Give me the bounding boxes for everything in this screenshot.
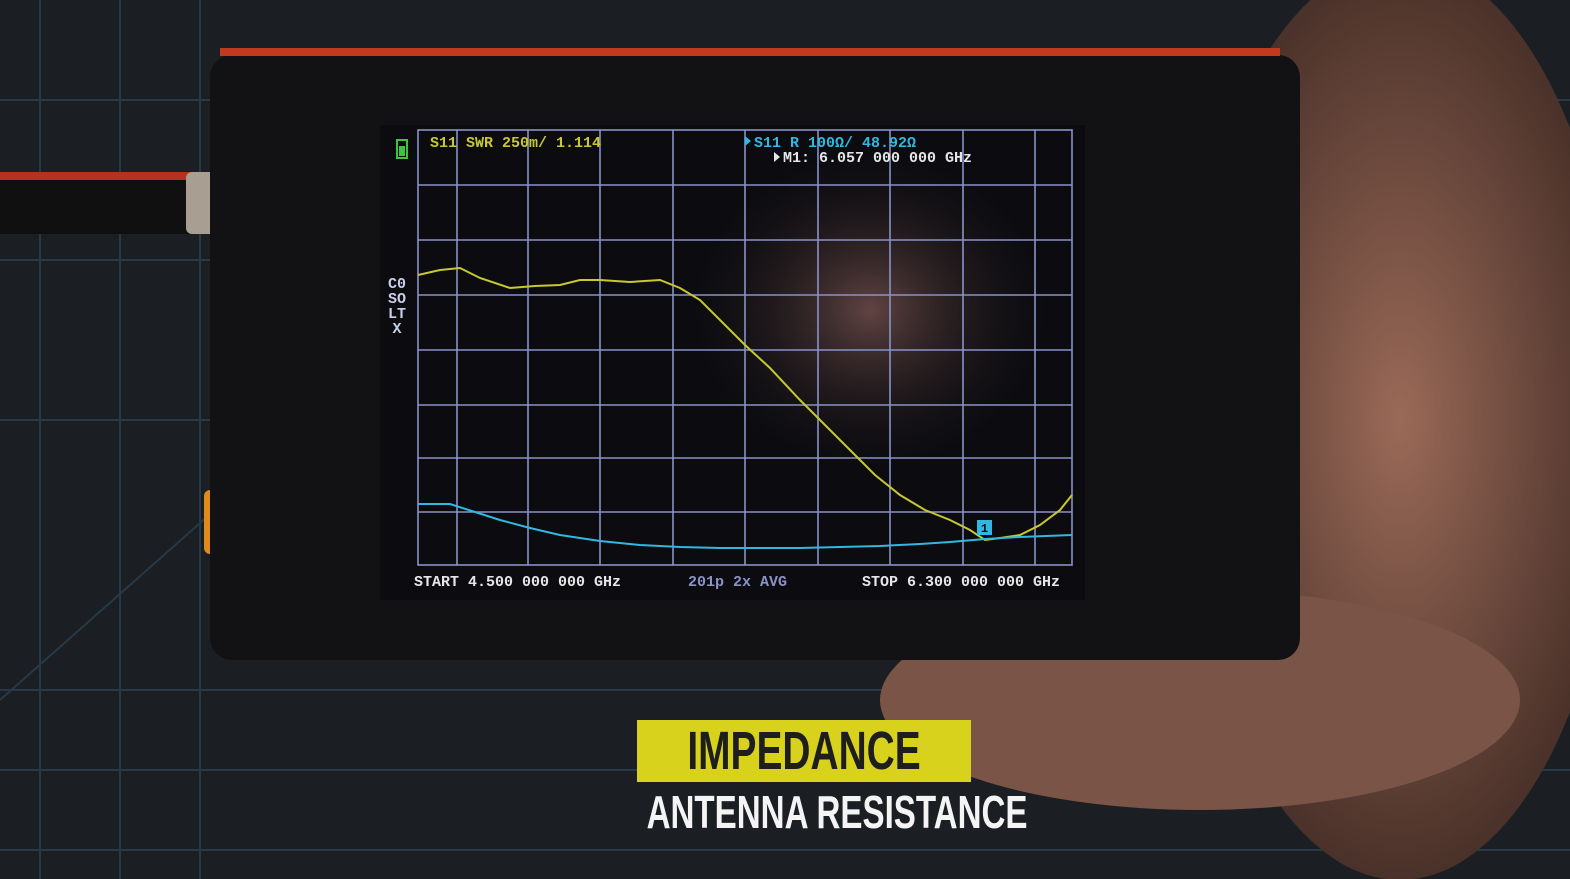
battery-level (399, 146, 405, 156)
stop-frequency: STOP 6.300 000 000 GHz (862, 574, 1060, 591)
marker (977, 520, 992, 535)
trace2-header: S11 R 100Ω/ 48.92Ω (754, 135, 916, 152)
marker-arrow (774, 152, 780, 162)
marker-readout: M1: 6.057 000 000 GHz (783, 150, 972, 167)
cal-channel: C0 (388, 276, 406, 293)
active-arrow (745, 136, 751, 146)
reflection (690, 150, 1050, 470)
trace1-header: S11 SWR 250m/ 1.114 (430, 135, 601, 152)
caption-box: IMPEDANCE (637, 720, 971, 782)
caption-subtitle: ANTENNA RESISTANCE (646, 786, 1028, 838)
cable-edge (0, 172, 200, 180)
battery (396, 139, 408, 159)
cal-flags: SOLTX (387, 291, 406, 338)
grid (417, 129, 1073, 566)
cable (0, 172, 200, 234)
marker-label: 1 (981, 522, 988, 536)
caption-title: IMPEDANCE (687, 721, 921, 781)
resistance-trace (418, 503, 1073, 549)
sweep-info: 201p 2x AVG (688, 574, 787, 591)
device-glow (220, 48, 1280, 56)
start-frequency: START 4.500 000 000 GHz (414, 574, 621, 591)
